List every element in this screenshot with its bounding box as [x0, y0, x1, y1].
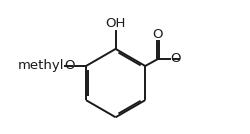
Text: methyl: methyl	[18, 59, 64, 72]
Text: O: O	[152, 28, 163, 41]
Text: OH: OH	[106, 17, 126, 30]
Text: O: O	[64, 59, 74, 72]
Text: O: O	[170, 52, 181, 65]
